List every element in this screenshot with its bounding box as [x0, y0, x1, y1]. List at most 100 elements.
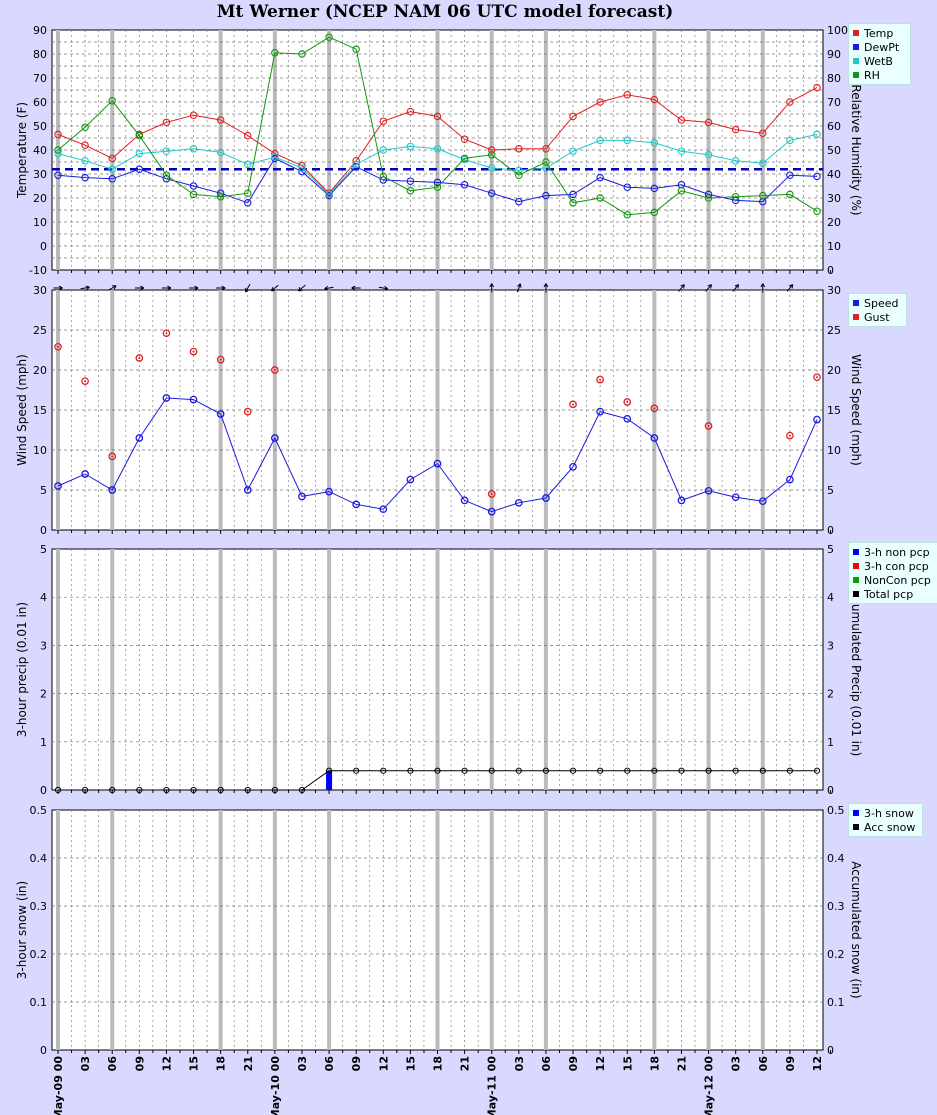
point-temp [731, 125, 740, 134]
y-axis-label: 3-hour snow (in) [15, 881, 29, 979]
y-axis-label: Temperature (F) [15, 102, 29, 199]
y2-tick-label: 0 [827, 784, 834, 797]
y-tick-label: 0 [40, 1044, 47, 1057]
point-temp [786, 98, 794, 106]
point-gust-center [599, 378, 602, 381]
point-dewpt [244, 199, 252, 207]
y-tick-label: 0 [40, 784, 47, 797]
legend-temperature: Temp DewPt WetB RH [848, 23, 911, 85]
point-rh [731, 193, 740, 201]
point-rh [135, 131, 144, 140]
y2-tick-label: 2 [827, 688, 834, 701]
wind-arrow [189, 285, 199, 291]
point-gust [54, 342, 62, 351]
point-gust-center [707, 425, 710, 427]
x-tick-label: 06 [540, 1056, 553, 1072]
y2-tick-label: 0.1 [827, 996, 845, 1009]
wind-arrow [732, 284, 740, 292]
point-rh [379, 172, 388, 181]
legend-swatch-temp [853, 30, 859, 36]
legend-item-rh: RH [853, 68, 906, 82]
y-tick-label: 20 [33, 192, 47, 205]
y2-tick-label: 10 [827, 240, 841, 253]
point-speed [81, 470, 89, 478]
wind-arrow [378, 285, 389, 291]
wind-arrow [80, 285, 90, 291]
point-speed [569, 462, 577, 471]
wind-arrow-head [140, 285, 145, 291]
point-dewpt [54, 171, 62, 179]
point-rh [515, 171, 523, 179]
legend-item-nonpcp: 3-h non pcp [853, 545, 933, 559]
point-rh [189, 190, 198, 199]
wind-arrow [543, 283, 549, 293]
point-gust [813, 373, 821, 382]
point-gust-center [246, 410, 249, 413]
point-total-pcp [434, 767, 441, 774]
x-tick-label: May-09 00 [52, 1056, 65, 1115]
point-rh [487, 151, 496, 159]
point-dewpt [135, 165, 144, 173]
point-speed [542, 494, 550, 502]
point-rh [244, 189, 252, 197]
y-tick-label: 0 [40, 524, 47, 537]
point-gust [271, 366, 279, 374]
point-gust [135, 354, 144, 362]
point-total-pcp [407, 767, 414, 774]
wind-arrow-head [85, 285, 90, 291]
wind-arrow [516, 283, 522, 293]
x-tick-label: May-11 00 [486, 1056, 499, 1115]
point-gust-center [219, 358, 222, 361]
point-rh [650, 208, 659, 217]
point-temp [623, 91, 631, 99]
point-dewpt [515, 197, 523, 206]
panel-2 [51, 283, 832, 534]
y-tick-label: 1 [40, 736, 47, 749]
point-rh [54, 146, 62, 154]
point-gust-center [165, 332, 168, 335]
point-gust [569, 400, 577, 409]
point-gust [81, 377, 89, 386]
point-gust [243, 407, 252, 416]
y-axis-label: Wind Speed (mph) [15, 354, 29, 466]
point-total-pcp [786, 767, 793, 774]
legend-label-wetb: WetB [864, 54, 893, 68]
wind-arrow-shaft [298, 284, 306, 292]
point-wetb [731, 157, 740, 165]
y-tick-label: 20 [33, 364, 47, 377]
wind-arrow [678, 284, 685, 292]
y-tick-label: 5 [40, 543, 47, 556]
point-rh [596, 194, 604, 202]
point-wetb [108, 165, 116, 173]
point-wetb [704, 151, 713, 159]
y-tick-label: 70 [33, 72, 47, 85]
point-rh [623, 211, 631, 219]
point-temp [460, 135, 469, 143]
point-total-pcp [488, 767, 495, 774]
point-temp [54, 130, 62, 139]
point-speed [487, 507, 496, 516]
point-speed [54, 482, 62, 490]
point-total-pcp [298, 786, 306, 794]
point-gust-center [653, 407, 656, 410]
point-speed [650, 434, 659, 442]
point-rh [542, 158, 550, 166]
panel-1 [51, 29, 832, 274]
wind-arrow [216, 285, 226, 291]
x-tick-label: 03 [513, 1056, 526, 1071]
point-total-pcp [109, 786, 116, 794]
point-temp [542, 145, 550, 153]
wind-arrow-shaft [324, 286, 334, 290]
point-wetb [244, 160, 252, 169]
legend-precip: 3-h non pcp 3-h con pcp NonCon pcp Total… [848, 542, 937, 604]
wind-arrow [324, 285, 334, 291]
point-total-pcp [461, 767, 468, 774]
point-rh [352, 45, 360, 53]
point-gust [108, 452, 117, 461]
point-gust-center [490, 493, 493, 495]
y-tick-label: 30 [33, 168, 47, 181]
point-total-pcp [542, 767, 550, 774]
y2-tick-label: 20 [827, 216, 841, 229]
x-tick-label: 03 [296, 1056, 309, 1071]
x-tick-label: 03 [79, 1056, 92, 1071]
